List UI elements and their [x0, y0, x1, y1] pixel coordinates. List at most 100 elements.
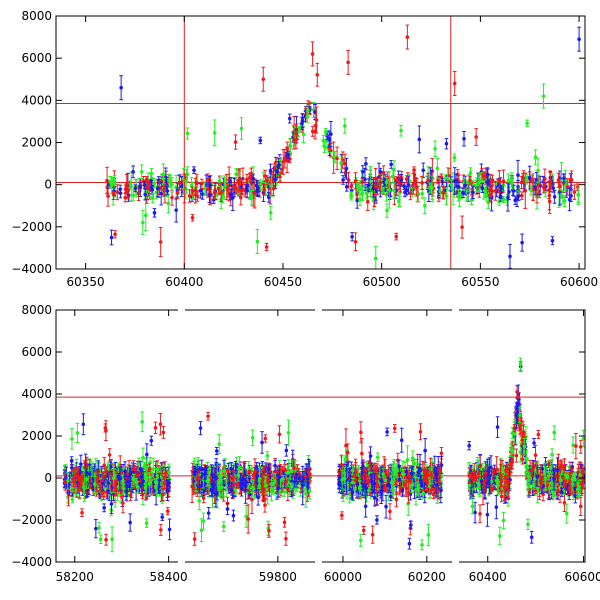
data-marker	[436, 178, 440, 183]
data-marker	[102, 506, 106, 510]
data-point	[562, 173, 566, 183]
data-marker	[187, 194, 192, 198]
data-point	[146, 179, 151, 190]
y-tick-label: −2000	[11, 220, 52, 234]
data-point	[343, 118, 347, 134]
data-marker	[371, 186, 376, 191]
data-marker	[268, 211, 273, 215]
y-tick-label: 0	[44, 178, 52, 192]
data-point	[501, 195, 506, 204]
data-marker	[486, 200, 491, 205]
data-point	[306, 104, 310, 116]
data-marker	[343, 161, 347, 166]
data-point	[405, 24, 410, 50]
data-marker	[515, 196, 519, 201]
data-marker	[327, 146, 332, 151]
data-point	[158, 412, 163, 436]
data-marker	[525, 121, 529, 126]
data-marker	[119, 85, 123, 90]
data-point	[149, 435, 154, 446]
data-point	[436, 176, 440, 185]
data-marker	[231, 195, 235, 200]
data-marker	[112, 178, 116, 183]
data-marker	[166, 201, 171, 206]
data-point	[264, 242, 269, 252]
data-marker	[365, 199, 370, 204]
data-point	[341, 175, 345, 185]
data-marker	[301, 132, 306, 137]
data-point	[489, 186, 493, 203]
data-point	[428, 182, 432, 194]
data-point	[175, 187, 180, 199]
data-point	[300, 113, 305, 128]
data-marker	[80, 510, 84, 515]
data-point	[387, 171, 392, 209]
data-point	[144, 199, 148, 232]
data-point	[529, 185, 533, 196]
data-point	[399, 173, 404, 187]
data-point	[315, 62, 320, 87]
data-marker	[245, 189, 249, 193]
data-point	[520, 233, 524, 252]
data-marker	[167, 178, 172, 182]
data-point	[159, 523, 163, 536]
data-marker	[233, 140, 238, 144]
data-marker	[264, 245, 269, 249]
data-point	[501, 169, 506, 193]
data-marker	[392, 188, 396, 193]
data-marker	[327, 137, 331, 141]
data-marker	[104, 428, 108, 433]
data-point	[355, 190, 359, 199]
y-tick-label: −4000	[11, 262, 52, 276]
data-point	[159, 181, 163, 206]
data-marker	[217, 179, 222, 183]
data-marker	[161, 177, 166, 181]
data-marker	[251, 176, 255, 181]
data-marker	[486, 172, 490, 177]
data-marker	[275, 170, 280, 174]
data-marker	[353, 239, 358, 244]
data-marker	[138, 184, 142, 189]
data-point	[170, 177, 174, 193]
data-point	[508, 243, 512, 269]
bottom-panel: 58200 58400 59800 60000 60200 60400 60600−4000…	[11, 303, 600, 584]
data-marker	[350, 234, 354, 239]
data-marker	[490, 178, 495, 182]
data-point	[231, 184, 235, 212]
data-marker	[315, 72, 320, 77]
data-point	[165, 186, 170, 196]
data-point	[536, 158, 540, 183]
data-point	[323, 127, 328, 136]
top-panel: 60350 60400 60450 60500 60550 60600 −4000 −2000…	[11, 9, 598, 289]
data-marker	[527, 175, 532, 180]
data-point	[107, 448, 112, 462]
data-marker	[485, 180, 490, 185]
data-point	[166, 193, 171, 214]
data-marker	[152, 181, 157, 186]
data-marker	[255, 239, 260, 244]
data-marker	[145, 452, 149, 457]
data-point	[115, 184, 120, 201]
data-marker	[444, 141, 449, 146]
data-marker	[452, 155, 457, 160]
data-point	[104, 533, 108, 546]
data-point	[286, 150, 290, 159]
data-marker	[355, 198, 360, 203]
data-marker	[516, 193, 521, 198]
data-marker	[414, 185, 419, 190]
data-marker	[278, 174, 282, 179]
data-point	[268, 205, 273, 220]
y-tick-label: 4000	[21, 93, 52, 107]
data-marker	[226, 188, 230, 192]
data-point	[353, 172, 358, 190]
data-marker	[474, 183, 479, 187]
data-point	[314, 106, 319, 134]
data-point	[236, 169, 240, 193]
data-marker	[271, 186, 276, 191]
data-point	[460, 215, 464, 239]
data-marker	[329, 132, 333, 136]
data-point	[75, 422, 80, 443]
data-marker	[435, 166, 440, 171]
data-point	[394, 232, 399, 241]
data-marker	[321, 138, 326, 143]
